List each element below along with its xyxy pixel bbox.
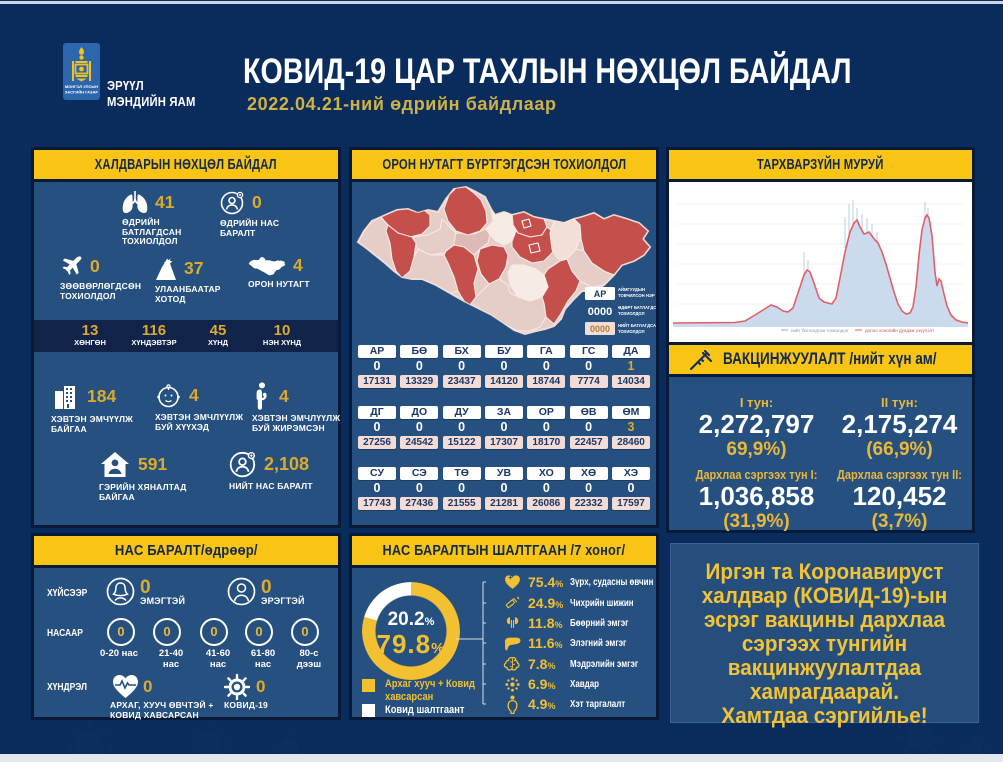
svg-text:нийт батлагдсан тохиолдол: нийт батлагдсан тохиолдол xyxy=(791,327,849,333)
svg-text:МОНГОЛ УЛСЫН: МОНГОЛ УЛСЫН xyxy=(65,84,98,89)
svg-text:долоо хоногийн дундаж үзүүлэлт: долоо хоногийн дундаж үзүүлэлт xyxy=(865,327,934,333)
svg-text:ӨДӨРТ БАТЛАГДСАН: ӨДӨРТ БАТЛАГДСАН xyxy=(618,305,656,310)
svg-text:ТОВЧИЛСОН НЭР: ТОВЧИЛСОН НЭР xyxy=(618,293,655,298)
svg-text:НИЙТ БАТЛАГДСАН: НИЙТ БАТЛАГДСАН xyxy=(618,323,656,328)
svg-text:0000: 0000 xyxy=(588,306,612,318)
svg-text:ЗАСГИЙН ГАЗАР: ЗАСГИЙН ГАЗАР xyxy=(65,90,99,95)
svg-text:АЙМГУУДЫН: АЙМГУУДЫН xyxy=(618,287,645,292)
svg-text:ТОХИОЛДОЛ: ТОХИОЛДОЛ xyxy=(618,311,645,316)
svg-text:0000: 0000 xyxy=(590,324,610,334)
svg-text:ТОХИОЛДОЛ: ТОХИОЛДОЛ xyxy=(618,329,645,334)
svg-text:АР: АР xyxy=(594,289,607,299)
